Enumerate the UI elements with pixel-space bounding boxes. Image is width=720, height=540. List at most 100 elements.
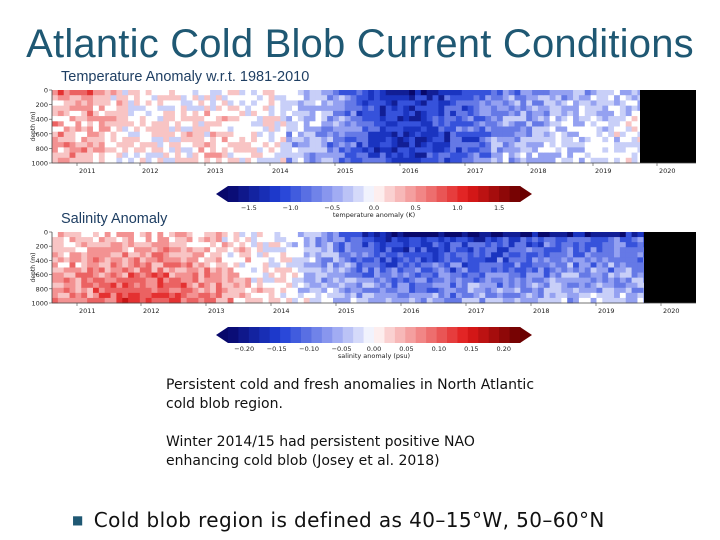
heatmap-cell xyxy=(584,257,592,263)
heatmap-cell xyxy=(461,262,469,268)
heatmap-cell xyxy=(151,237,158,243)
heatmap-cell xyxy=(321,252,328,258)
heatmap-cell xyxy=(327,272,334,279)
heatmap-cell xyxy=(502,105,510,112)
heatmap-cell xyxy=(81,131,88,138)
x-tick-label: 2016 xyxy=(402,167,419,175)
heatmap-cell xyxy=(414,282,422,289)
heatmap-cell xyxy=(374,257,381,263)
heatmap-cell xyxy=(274,136,281,143)
heatmap-cell xyxy=(274,267,281,273)
heatmap-cell xyxy=(292,157,299,164)
heatmap-cell xyxy=(420,287,428,294)
heatmap-cell xyxy=(210,262,217,268)
heatmap-cell xyxy=(379,100,387,107)
heatmap-cell xyxy=(549,282,556,289)
heatmap-cell xyxy=(584,95,592,101)
heatmap-cell xyxy=(391,237,398,243)
heatmap-cell xyxy=(139,277,147,284)
heatmap-cell xyxy=(174,232,182,238)
heatmap-cell xyxy=(98,262,106,268)
colorbar-segment xyxy=(238,186,250,202)
heatmap-cell xyxy=(631,126,638,133)
heatmap-cell xyxy=(397,277,404,284)
heatmap-cell xyxy=(374,272,381,279)
heatmap-cell xyxy=(280,126,287,133)
x-tick-label: 2013 xyxy=(207,167,224,175)
heatmap-cell xyxy=(485,242,492,248)
heatmap-cell xyxy=(467,100,474,107)
heatmap-cell xyxy=(151,152,158,159)
heatmap-cell xyxy=(356,105,363,112)
heatmap-cell xyxy=(245,232,252,238)
heatmap-cell xyxy=(637,287,644,294)
heatmap-cell xyxy=(268,142,275,148)
heatmap-cell xyxy=(321,136,328,143)
heatmap-cell xyxy=(479,237,486,243)
heatmap-cell xyxy=(491,126,498,133)
heatmap-cell xyxy=(496,247,504,253)
heatmap-cell xyxy=(526,157,533,164)
heatmap-cell xyxy=(532,121,539,127)
heatmap-cell xyxy=(584,136,592,143)
heatmap-cell xyxy=(391,247,398,253)
heatmap-cell xyxy=(315,242,322,248)
heatmap-cell xyxy=(92,121,100,127)
heatmap-cell xyxy=(473,147,480,153)
heatmap-cell xyxy=(221,252,229,258)
heatmap-cell xyxy=(455,116,463,122)
heatmap-cell xyxy=(221,105,229,112)
heatmap-cell xyxy=(461,297,469,304)
heatmap-cell xyxy=(122,95,129,101)
heatmap-cell xyxy=(145,252,152,258)
heatmap-cell xyxy=(122,105,129,112)
heatmap-cell xyxy=(596,157,603,164)
heatmap-cell xyxy=(461,121,469,127)
colorbar-segment xyxy=(269,186,281,202)
heatmap-cell xyxy=(514,116,521,122)
heatmap-cell xyxy=(391,287,398,294)
heatmap-cell xyxy=(198,297,205,304)
heatmap-cell xyxy=(567,116,574,122)
x-tick-label: 2019 xyxy=(598,307,615,315)
heatmap-cell xyxy=(379,142,387,148)
heatmap-cell xyxy=(362,292,369,299)
heatmap-cell xyxy=(502,110,510,117)
heatmap-cell xyxy=(221,287,229,294)
heatmap-cell xyxy=(491,262,498,268)
heatmap-cell xyxy=(356,267,363,273)
heatmap-cell xyxy=(350,136,357,143)
heatmap-cell xyxy=(327,100,334,107)
heatmap-cell xyxy=(57,232,65,238)
heatmap-cell xyxy=(157,121,164,127)
heatmap-cell xyxy=(92,252,100,258)
heatmap-cell xyxy=(98,267,106,273)
heatmap-cell xyxy=(87,90,94,96)
heatmap-cell xyxy=(596,147,603,153)
y-tick-label: 800 xyxy=(36,285,48,293)
heatmap-cell xyxy=(444,287,451,294)
heatmap-cell xyxy=(578,277,586,284)
heatmap-cell xyxy=(198,100,205,107)
heatmap-cell xyxy=(409,272,416,279)
heatmap-cell xyxy=(303,297,310,304)
heatmap-cell xyxy=(537,262,545,268)
heatmap-cell xyxy=(251,152,258,159)
heatmap-cell xyxy=(274,247,281,253)
heatmap-cell xyxy=(409,116,416,122)
heatmap-cell xyxy=(614,257,621,263)
heatmap-cell xyxy=(555,282,562,289)
note-cold-fresh: Persistent cold and fresh anomalies in N… xyxy=(166,377,535,412)
heatmap-cell xyxy=(180,267,188,273)
heatmap-cell xyxy=(514,95,521,101)
heatmap-cell xyxy=(614,116,621,122)
heatmap-cell xyxy=(426,121,433,127)
heatmap-cell xyxy=(438,121,445,127)
heatmap-cell xyxy=(227,95,234,101)
heatmap-cell xyxy=(414,297,422,304)
heatmap-cell xyxy=(245,272,252,279)
heatmap-cell xyxy=(110,142,117,148)
heatmap-cell xyxy=(385,126,392,133)
heatmap-cell xyxy=(75,126,82,133)
heatmap-cell xyxy=(63,232,70,238)
